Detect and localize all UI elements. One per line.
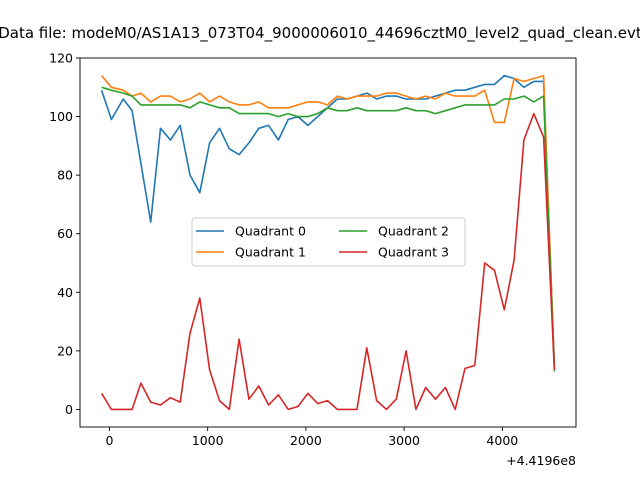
y-tick-label: 80 [57, 168, 73, 183]
legend-label-2: Quadrant 2 [378, 224, 449, 239]
series-line-2 [101, 86, 556, 372]
series-lines [100, 74, 556, 411]
legend-label-1: Quadrant 1 [235, 245, 306, 260]
chart-title: Data file: modeM0/AS1A13_073T04_90000060… [0, 24, 640, 43]
y-tick-label: 120 [49, 51, 73, 66]
x-tick-label: 2000 [290, 433, 322, 448]
series-line-3 [100, 112, 556, 411]
y-tick-label: 40 [57, 285, 73, 300]
y-tick-label: 20 [57, 343, 73, 358]
legend: Quadrant 0 Quadrant 1 Quadrant 2 Quadrant 3 [191, 217, 466, 267]
legend-label-3: Quadrant 3 [378, 245, 449, 260]
x-axis: 0 1000 2000 3000 4000 [105, 427, 518, 448]
x-offset-label: +4.4196e8 [506, 453, 576, 468]
y-axis: 0 20 40 60 80 100 120 [49, 51, 80, 417]
x-tick-label: 1000 [192, 433, 224, 448]
plot-frame [79, 57, 577, 428]
x-tick-label: 0 [105, 433, 113, 448]
y-tick-label: 100 [49, 109, 73, 124]
legend-box [191, 217, 466, 267]
x-tick-label: 4000 [486, 433, 518, 448]
y-tick-label: 60 [57, 226, 73, 241]
x-tick-label: 3000 [388, 433, 420, 448]
y-tick-label: 0 [65, 402, 73, 417]
legend-label-0: Quadrant 0 [235, 224, 306, 239]
series-line-1 [100, 74, 556, 369]
